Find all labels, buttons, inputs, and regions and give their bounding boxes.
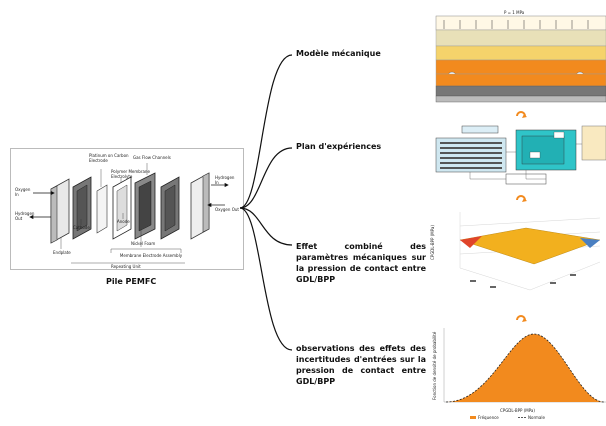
distribution-chart-figure: CPGDL-BPP (MPa) Fonction de densité de p… [430,326,606,422]
label-oxygen-out: Oxygen Out [215,207,239,212]
distribution-xlabel: CPGDL-BPP (MPa) [500,408,535,413]
surface-hot-corner [460,236,482,248]
connector-3 [239,207,293,246]
normal-curve [445,333,605,403]
frequency-area [446,334,604,402]
branch-label-design-of-experiments: Plan d'expériences [296,142,382,151]
mechanical-model-figure: P = 1 MPa [430,10,606,106]
distribution-chart-drawing [443,328,606,419]
refresh-icon [514,108,528,122]
legend-normal-label: Normale [528,415,545,420]
right-endplate [190,172,210,240]
label-hydrogen-in: Hydrogen In [215,175,235,185]
connector-1 [239,54,293,209]
label-polymer: Polymer Membrane Electrolyte [111,169,150,179]
connector-2 [239,147,293,209]
connector-4 [239,207,293,351]
refresh-icon-3 [514,312,528,326]
label-anode: Anode [117,219,130,224]
label-endplate: Endplate [53,250,71,255]
surface-ticks [470,274,576,288]
pemfc-diagram-frame: Oxygen In Hydrogen Out Endplate Cathode … [10,148,244,270]
refresh-icon-2 [514,192,528,206]
gdl-layer [435,45,606,61]
label-oxygen-in: Oxygen In [15,187,31,197]
doe-drawing [435,125,606,185]
surface-chart-figure: CPGDL-BPP (MPa) [430,208,606,308]
label-nickel-foam: Nickel Foam [131,241,156,246]
branch-label-mechanical-model: Modèle mécanique [296,49,381,58]
label-hydrogen-out: Hydrogen Out [15,211,35,221]
flow-arrows [29,182,229,220]
doe-links [469,143,582,180]
surface-chart-drawing [459,212,601,291]
branch-label-combined-effect: Effet combiné des paramètres mécaniques … [296,242,426,284]
left-caption: Pile PEMFC [106,277,157,286]
second-cell-plate [160,176,180,240]
legend-frequency-swatch [470,416,476,419]
label-repeating-unit: Repeating Unit [111,264,141,269]
doe-table-rows [440,142,502,169]
left-endplate [50,178,70,244]
bipolar-plate [134,172,156,240]
label-mea: Membrane Electrode Assembly [119,253,183,258]
distribution-ylabel: Fonction de densité de probabilité [432,331,437,400]
base-layer [435,85,606,97]
branch-label-uncertainty-effects: observations des effets des incertitudes… [296,344,426,386]
pressure-label: P = 1 MPa [504,10,525,15]
surface-chart-ylabel: CPGDL-BPP (MPa) [430,225,435,260]
label-gas-flow: Gas Flow Channels [133,155,171,160]
mechanical-model-drawing [435,15,606,103]
anode-plate [112,176,132,240]
pemfc-stack-drawing [29,163,229,264]
legend-frequency-label: Fréquence [478,415,499,420]
cathode-plate [72,176,92,240]
design-of-experiments-figure [430,124,606,188]
membrane [96,184,108,234]
leader-lines [60,163,185,264]
endplate-layer [435,29,606,47]
label-platinum: Platinum on Carbon Electrode [89,153,129,163]
pressure-arrows [443,20,589,29]
label-cathode: Cathode [73,225,90,230]
surface-cold-corner [580,238,600,248]
